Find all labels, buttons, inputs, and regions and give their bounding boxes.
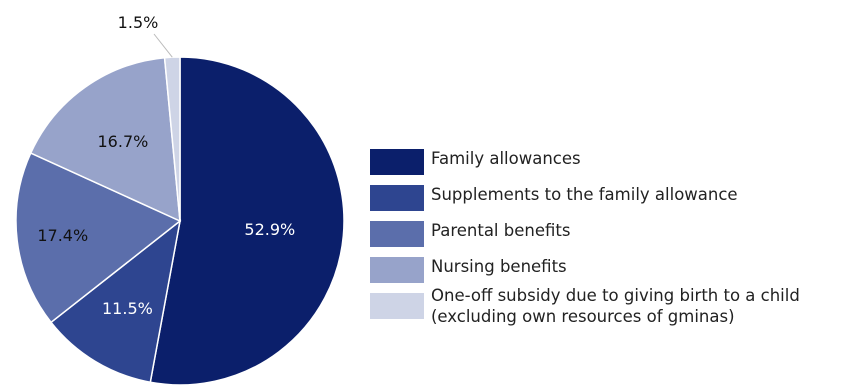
legend-label: Parental benefits — [431, 221, 571, 240]
legend-label-line-2: (excluding own resources of gminas) — [431, 307, 735, 326]
legend-label-line-1: One-off subsidy due to giving birth to a… — [431, 286, 800, 305]
pie-slice — [49, 219, 182, 384]
legend-swatch — [370, 221, 424, 247]
legend-label: Family allowances — [431, 149, 581, 168]
pie-slice — [29, 56, 181, 223]
pie-slice — [149, 56, 345, 386]
pie-slice — [15, 152, 182, 324]
legend-label: Nursing benefits — [431, 257, 567, 276]
legend-label: One-off subsidy due to giving birth to a… — [431, 285, 800, 327]
legend-swatch — [370, 293, 424, 319]
legend-label: Supplements to the family allowance — [431, 185, 738, 204]
slice-label: 17.4% — [37, 226, 88, 245]
slice-label: 1.5% — [118, 13, 159, 32]
slice-label: 16.7% — [98, 132, 149, 151]
legend-swatch — [370, 185, 424, 211]
slice-label: 11.5% — [102, 299, 153, 318]
leader-line — [153, 33, 173, 58]
slice-label: 52.9% — [244, 220, 295, 239]
legend-swatch — [370, 257, 424, 283]
legend-swatch — [370, 149, 424, 175]
